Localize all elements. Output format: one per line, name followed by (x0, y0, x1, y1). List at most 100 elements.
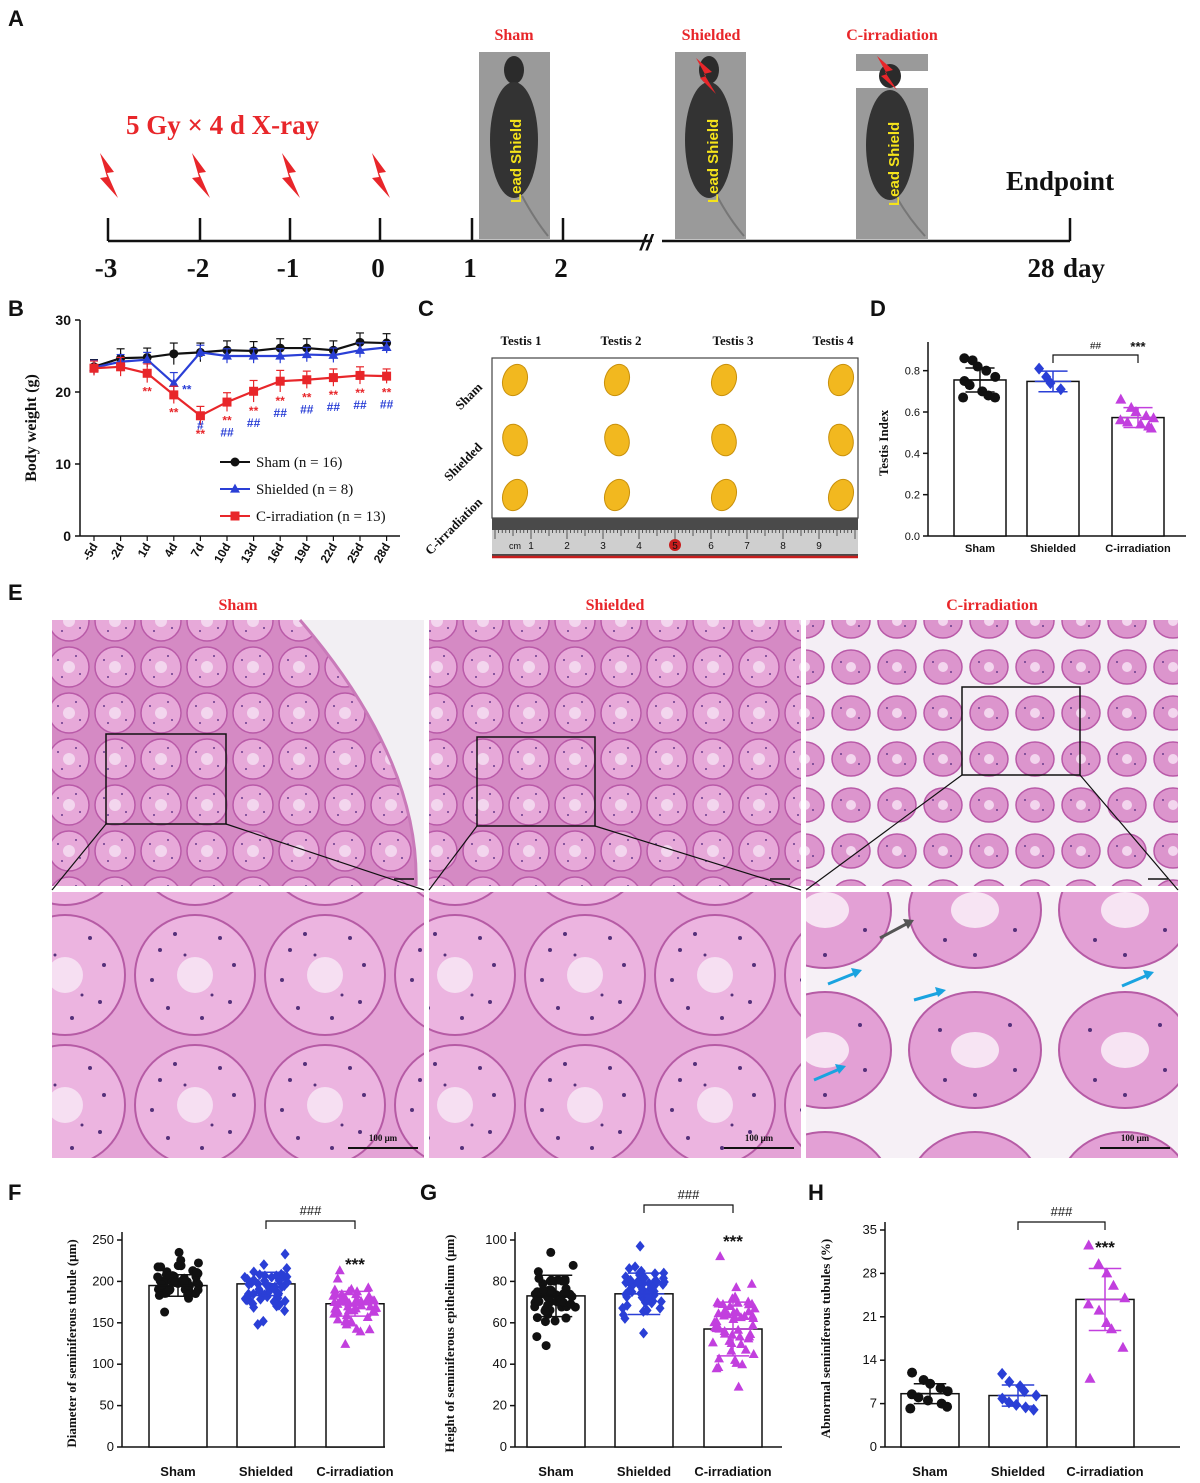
data-point (280, 1305, 290, 1317)
group-Sham (148, 1247, 208, 1448)
zoom-line-shielded-right (594, 825, 802, 891)
sig-annotation: ** (355, 386, 365, 400)
data-point (183, 1290, 193, 1300)
data-point (328, 373, 338, 383)
category-label: Shielded (239, 1464, 293, 1479)
tubule-diameter-chart: 0 50 100 150 200 250 Diameter of seminiferous … (64, 1203, 394, 1479)
abnormal-tubules-chart: 0 7 14 21 28 35 Abnormal seminiferous tubules … (818, 1204, 1180, 1479)
data-point (711, 1316, 722, 1326)
zoom-box-c-irradiation (961, 686, 1081, 776)
day-label: 1 (463, 253, 477, 283)
data-point (340, 1338, 351, 1348)
group-C-irradiation (325, 1265, 385, 1448)
sig-label: *** (1130, 339, 1146, 354)
ruler-unit: cm (509, 541, 521, 551)
data-point (355, 337, 365, 347)
data-point (355, 1326, 366, 1336)
data-point (731, 1357, 742, 1367)
data-point (1020, 1401, 1031, 1414)
arrow-cyan-2 (913, 987, 946, 1002)
sig-annotation: ## (380, 397, 394, 411)
x-tick-label: 4d (161, 541, 180, 560)
histo-high-sham (52, 892, 424, 1158)
bracket-label: ### (300, 1203, 322, 1218)
sig-annotation: ** (222, 413, 232, 427)
data-point (249, 386, 259, 396)
testis-sample (710, 363, 738, 397)
timeline-figure: 5 Gy × 4 d X-ray // -3 -2 -1 0 1 2 28 day Endp… (95, 27, 1114, 283)
day-label: -2 (187, 253, 210, 283)
category-label: C-irradiation (694, 1464, 771, 1479)
photo-background (491, 357, 859, 519)
y-tick-label: 30 (55, 312, 71, 328)
data-point (273, 1287, 283, 1299)
data-point (222, 350, 232, 360)
sig-annotation: ** (196, 427, 206, 441)
sig-annotation: ** (249, 404, 259, 418)
testis-column-label: Testis 1 (500, 333, 541, 348)
data-point (269, 1283, 279, 1295)
data-point (275, 350, 286, 360)
data-point (1122, 416, 1134, 427)
data-point (726, 1345, 737, 1355)
data-point (193, 1285, 203, 1295)
histo-high-shielded (429, 892, 801, 1158)
epithelium-height-chart: 0 20 40 60 80 100 Height of seminiferous epith… (442, 1187, 782, 1479)
y-axis-label: Body weight (g) (23, 374, 40, 482)
histo-low-c-irradiation (806, 620, 1178, 886)
data-point (332, 1273, 343, 1283)
bracket-label: ## (1090, 341, 1102, 352)
group-label-shielded: Shielded (682, 27, 741, 44)
histo-low-sham-background (300, 620, 424, 886)
comparison-bracket (643, 1204, 734, 1213)
zoom-line-sham-right (225, 823, 425, 891)
zoom-line-shielded-left (428, 825, 478, 891)
histology-panels: 100 μm 100 μm 100 μm (51, 619, 1179, 1158)
data-point (1019, 1385, 1030, 1398)
sig-label: *** (723, 1232, 743, 1251)
y-tick-label: 150 (92, 1315, 114, 1330)
mouse-shielded (685, 56, 745, 237)
data-point (240, 1271, 250, 1283)
y-tick-label: 200 (92, 1273, 114, 1288)
panel-label-f: F (8, 1180, 22, 1205)
data-point (1125, 401, 1137, 412)
data-point (259, 1289, 269, 1301)
data-point (745, 1329, 756, 1339)
sig-annotation: ## (300, 402, 314, 416)
group-Shielded (614, 1240, 674, 1448)
legend-label: C-irradiation (n = 13) (256, 509, 386, 525)
data-point (341, 1319, 352, 1329)
data-point (534, 1273, 544, 1283)
data-point (638, 1278, 648, 1290)
testis-column-label: Testis 3 (712, 333, 754, 348)
testis-sample (604, 423, 630, 457)
data-point (550, 1316, 560, 1326)
sig-annotation: ## (247, 416, 261, 430)
group-Sham (526, 1247, 586, 1448)
sig-annotation: ** (276, 394, 286, 408)
panel-label-g: G (420, 1180, 438, 1205)
data-point (332, 1314, 343, 1324)
data-point (990, 392, 1001, 403)
data-point (328, 349, 339, 359)
lead-shield-c-top (856, 54, 928, 71)
legend-label: Sham (n = 16) (256, 455, 342, 471)
bar (1111, 416, 1165, 537)
y-axis-label: Diameter of seminiferous tubule (μm) (64, 1239, 79, 1447)
data-point (997, 1367, 1008, 1380)
data-point (719, 1328, 730, 1338)
data-point (711, 1323, 722, 1333)
data-point (730, 1291, 741, 1301)
bar (1026, 380, 1080, 537)
y-tick-label: 14 (863, 1352, 877, 1367)
group-label-sham: Sham (494, 27, 534, 44)
category-label: C-irradiation (1066, 1464, 1143, 1479)
ruler-number: 6 (708, 541, 714, 552)
ruler-number: 8 (780, 541, 786, 552)
data-point (364, 1294, 374, 1304)
data-point (275, 376, 285, 386)
y-tick-label: 0.2 (905, 490, 920, 502)
panel-label-a: A (8, 6, 24, 31)
testis-sample (711, 423, 737, 457)
